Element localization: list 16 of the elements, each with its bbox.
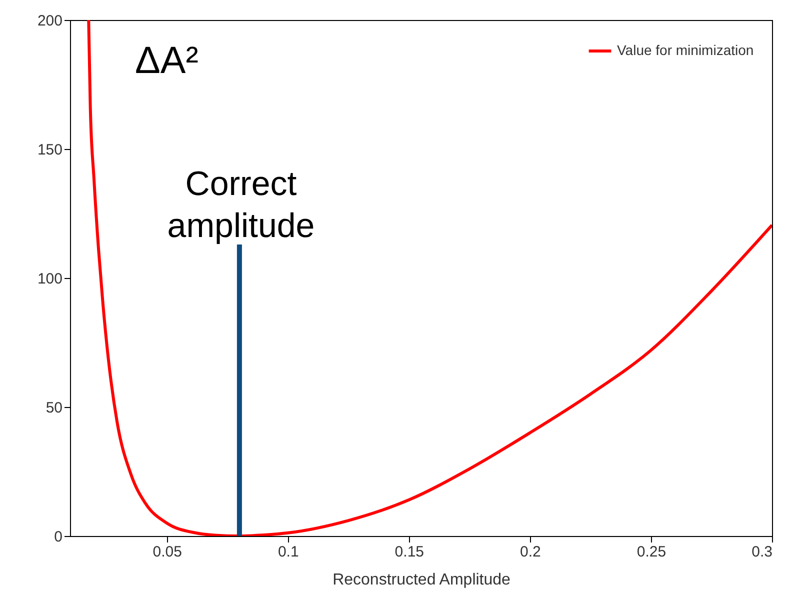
x-tick-label: 0.15 [394,544,424,560]
y-tick-label: 50 [46,400,62,416]
x-tick-label: 0.1 [278,544,299,560]
x-tick-label: 0.25 [636,544,666,560]
x-tick-label: 0.2 [520,544,541,560]
y-tick-label: 0 [54,528,62,546]
y-tick-label: 200 [37,12,62,30]
x-tick-label: 0.3 [752,544,772,560]
line-series [87,20,772,536]
y-tick-label: 100 [37,270,62,288]
legend-label: Value for minimization [617,42,754,58]
annotation: ΔA² [135,40,198,82]
x-axis-title: Reconstructed Amplitude [332,572,511,588]
x-tick-label: 0.05 [152,544,182,560]
y-tick-label: 150 [37,142,62,158]
annotation: Correct amplitude [167,165,315,245]
